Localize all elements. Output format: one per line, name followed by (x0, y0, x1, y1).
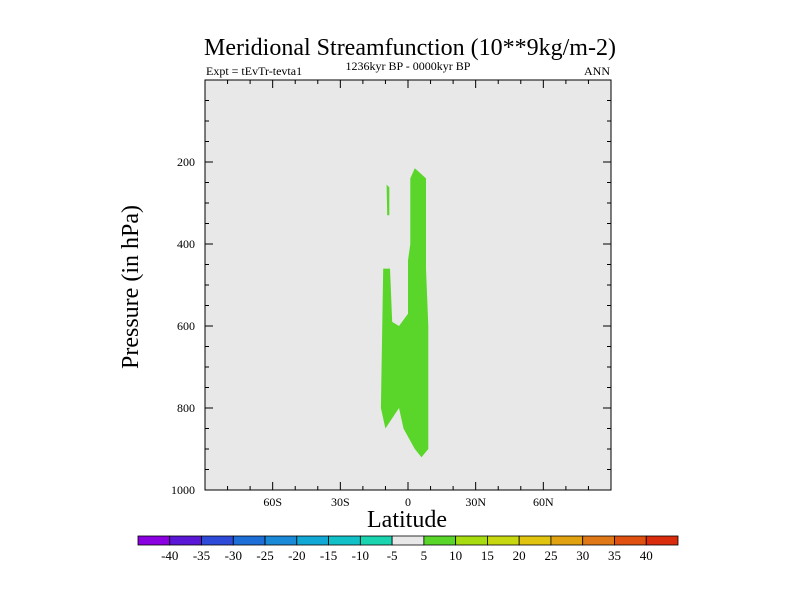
colorbar-label: 40 (640, 548, 653, 563)
colorbar-label: -40 (161, 548, 178, 563)
colorbar-swatch (455, 535, 488, 546)
colorbar-label: 10 (449, 548, 462, 563)
colorbar-swatch (550, 535, 584, 546)
period-label: 1236kyr BP - 0000kyr BP (346, 59, 471, 73)
colorbar-label: -35 (193, 548, 210, 563)
chart-title: Meridional Streamfunction (10**9kg/m-2) (204, 35, 616, 61)
colorbar-swatch (328, 535, 361, 546)
colorbar-label: -30 (225, 548, 242, 563)
y-tick-label: 1000 (171, 483, 195, 497)
colorbar-label: -20 (288, 548, 305, 563)
colorbar-swatch (232, 535, 266, 546)
experiment-label: Expt = tEvTr-tevta1 (206, 64, 302, 78)
colorbar-swatch (296, 535, 329, 546)
contour-region-1 (380, 168, 429, 458)
contour-region-2 (386, 184, 390, 216)
colorbar-swatch (582, 535, 615, 546)
x-tick-label: 60S (263, 495, 282, 509)
colorbar-label: -10 (352, 548, 369, 563)
colorbar-swatch (169, 535, 202, 546)
colorbar-swatch (614, 535, 647, 546)
axis-ticks: 60S 30S 0 30N 60N 200 400 600 800 1000 (171, 80, 611, 509)
colorbar-swatch (264, 535, 298, 546)
x-tick-label: 30N (465, 495, 486, 509)
colorbar-label: 30 (576, 548, 589, 563)
colorbar-swatch (423, 535, 457, 546)
colorbar: -40 -35 -30 -25 -20 -15 -10 -5 5 10 15 20 25 30 35 40 (137, 535, 679, 563)
x-tick-label: 0 (405, 495, 411, 509)
y-tick-label: 400 (177, 237, 195, 251)
colorbar-swatch (137, 535, 171, 546)
y-tick-label: 200 (177, 155, 195, 169)
y-tick-label: 800 (177, 401, 195, 415)
colorbar-swatch (487, 535, 520, 546)
y-axis-label: Pressure (in hPa) (118, 205, 144, 369)
season-label: ANN (584, 64, 610, 78)
colorbar-swatch (359, 535, 393, 546)
plot-frame-group: 60S 30S 0 30N 60N 200 400 600 800 1000 (171, 79, 612, 509)
colorbar-swatch (391, 535, 425, 546)
colorbar-label: 5 (421, 548, 428, 563)
colorbar-swatch (518, 535, 552, 546)
colorbar-label: 35 (608, 548, 621, 563)
colorbar-label: -25 (256, 548, 273, 563)
y-tick-label: 600 (177, 319, 195, 333)
x-tick-label: 60N (533, 495, 554, 509)
x-tick-label: 30S (331, 495, 350, 509)
colorbar-label: -15 (320, 548, 337, 563)
contour-regions (380, 168, 429, 458)
colorbar-label: -5 (387, 548, 398, 563)
colorbar-label: 25 (544, 548, 557, 563)
colorbar-label: 15 (481, 548, 494, 563)
colorbar-label: 20 (513, 548, 526, 563)
x-axis-label: Latitude (367, 507, 447, 533)
colorbar-swatch (201, 535, 234, 546)
colorbar-swatch (645, 535, 679, 546)
